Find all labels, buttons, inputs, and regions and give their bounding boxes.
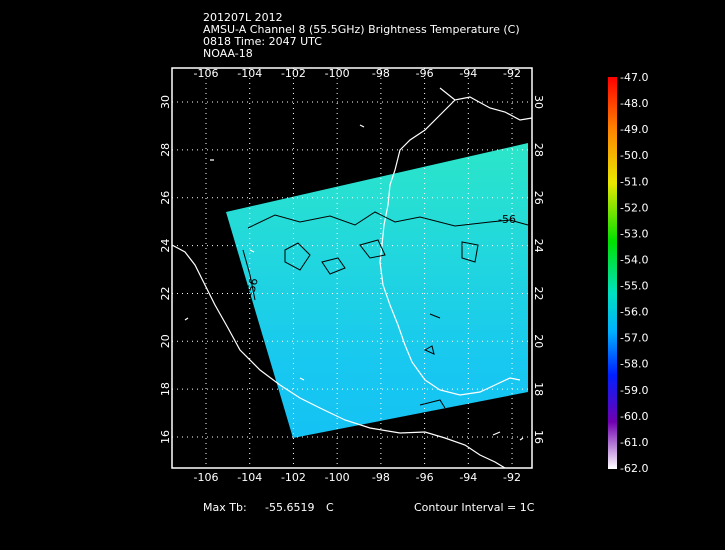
lon-tick-label: -94 bbox=[459, 67, 477, 80]
contours bbox=[242, 211, 529, 409]
header-line: 0818 Time: 2047 UTC bbox=[203, 35, 322, 48]
colorbar-label: -61.0 bbox=[620, 436, 648, 449]
lat-tick-label: 18 bbox=[532, 382, 545, 396]
colorbar bbox=[608, 77, 617, 469]
lon-tick-label: -92 bbox=[503, 471, 521, 484]
coast-islands bbox=[184, 124, 524, 441]
lon-tick-label: -100 bbox=[325, 67, 350, 80]
lat-tick-label: 22 bbox=[159, 286, 172, 300]
lon-tick-label: -94 bbox=[459, 471, 477, 484]
colorbar-label: -55.0 bbox=[620, 280, 648, 293]
colorbar-label: -47.0 bbox=[620, 71, 648, 84]
max-value: -55.6519 bbox=[265, 501, 314, 514]
contour-interval: Contour Interval = 1C bbox=[414, 501, 535, 514]
lat-tick-label: 30 bbox=[159, 95, 172, 109]
colorbar-label: -51.0 bbox=[620, 175, 648, 188]
colorbar-label: -57.0 bbox=[620, 332, 648, 345]
colorbar-label: -52.0 bbox=[620, 201, 648, 214]
max-label: Max Tb: bbox=[203, 501, 247, 514]
lat-tick-label: 26 bbox=[159, 191, 172, 205]
lat-tick-label: 22 bbox=[532, 286, 545, 300]
colorbar-label: -53.0 bbox=[620, 227, 648, 240]
coast-gulf bbox=[379, 87, 533, 396]
lon-tick-label: -104 bbox=[237, 67, 262, 80]
contour bbox=[284, 239, 479, 275]
coast-pacific bbox=[171, 244, 506, 469]
lat-tick-label: 28 bbox=[532, 143, 545, 157]
lat-tick-label: 24 bbox=[159, 239, 172, 253]
lon-tick-label: -106 bbox=[194, 67, 219, 80]
lat-tick-label: 16 bbox=[532, 430, 545, 444]
lat-tick-label: 16 bbox=[159, 430, 172, 444]
contour bbox=[242, 249, 446, 409]
lat-tick-label: 18 bbox=[159, 382, 172, 396]
header-line: NOAA-18 bbox=[203, 47, 253, 60]
colorbar-labels: -47.0 -48.0 -49.0 -50.0 -51.0 -52.0 -53.0 -54.0… bbox=[620, 71, 648, 475]
header-line: AMSU-A Channel 8 (55.5GHz) Brightness Te… bbox=[203, 23, 520, 36]
lon-tick-label: -106 bbox=[194, 471, 219, 484]
colorbar-label: -58.0 bbox=[620, 358, 648, 371]
colorbar-label: -54.0 bbox=[620, 253, 648, 266]
lon-tick-label: -100 bbox=[325, 471, 350, 484]
lon-tick-label: -98 bbox=[372, 471, 390, 484]
lat-tick-label: 28 bbox=[159, 143, 172, 157]
colorbar-label: -49.0 bbox=[620, 123, 648, 136]
header-line: 201207L 2012 bbox=[203, 11, 283, 24]
lon-tick-label: -102 bbox=[281, 471, 306, 484]
colorbar-label: -50.0 bbox=[620, 149, 648, 162]
lon-tick-label: -102 bbox=[281, 67, 306, 80]
max-unit: C bbox=[326, 501, 334, 514]
lat-tick-label: 30 bbox=[532, 95, 545, 109]
lon-tick-label: -96 bbox=[416, 471, 434, 484]
lon-tick-label: -92 bbox=[503, 67, 521, 80]
lat-tick-label: 20 bbox=[159, 334, 172, 348]
colorbar-label: -56.0 bbox=[620, 306, 648, 319]
lon-tick-label: -104 bbox=[237, 471, 262, 484]
lon-tick-label: -98 bbox=[372, 67, 390, 80]
lat-tick-label: 20 bbox=[532, 334, 545, 348]
colorbar-label: -60.0 bbox=[620, 410, 648, 423]
lat-tick-label: 26 bbox=[532, 191, 545, 205]
colorbar-label: -48.0 bbox=[620, 97, 648, 110]
swath bbox=[226, 143, 528, 438]
colorbar-label: -62.0 bbox=[620, 462, 648, 475]
contour bbox=[247, 211, 529, 229]
lat-tick-label: 24 bbox=[532, 239, 545, 253]
grid: -106 -106 -104 -104 -102 -102 -100 -100 -98 -98 -9… bbox=[159, 67, 545, 484]
colorbar-label: -59.0 bbox=[620, 384, 648, 397]
contour-label: -56 bbox=[498, 213, 516, 226]
lon-tick-label: -96 bbox=[416, 67, 434, 80]
contour-label: -56 bbox=[244, 277, 261, 298]
coastline bbox=[171, 87, 533, 469]
